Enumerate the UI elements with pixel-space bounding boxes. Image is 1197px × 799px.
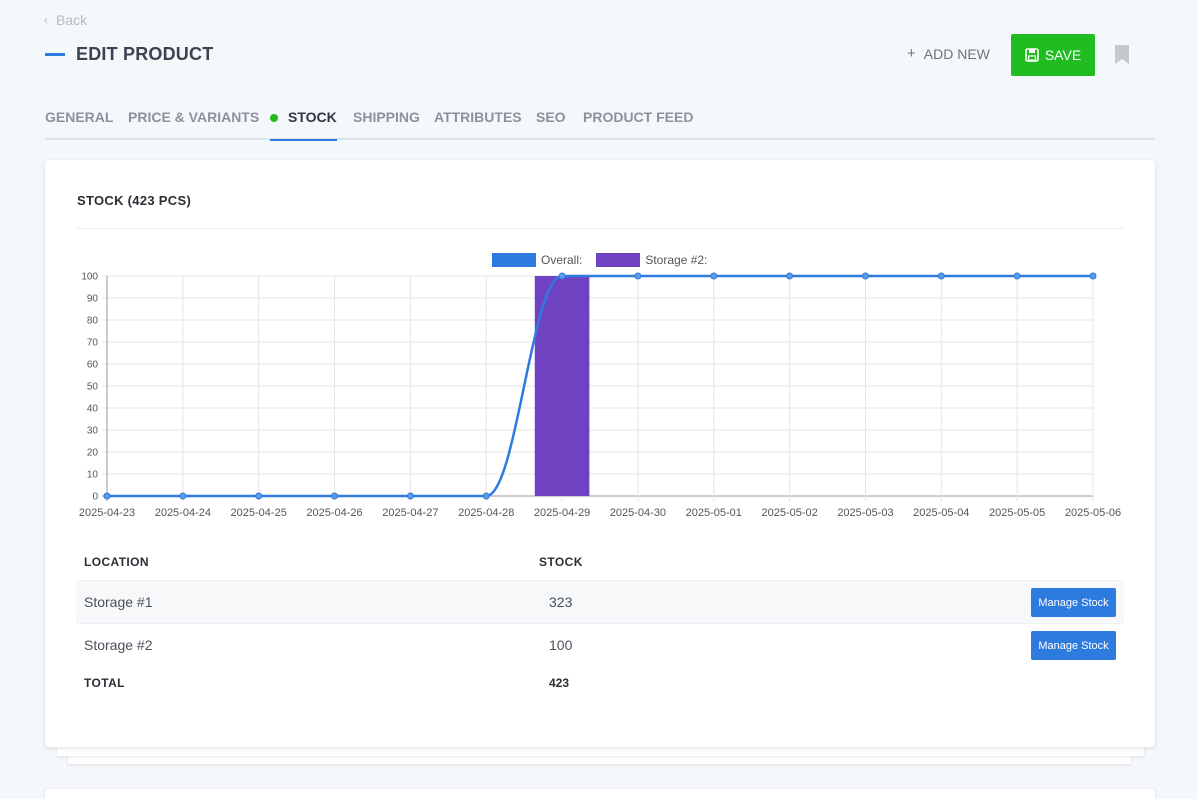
y-tick-label: 10 — [87, 470, 99, 481]
point-overall — [255, 492, 263, 500]
section-divider — [76, 228, 1124, 229]
tab-seo[interactable]: SEO — [536, 109, 566, 125]
line-overall — [107, 274, 1093, 498]
x-tick-label: 2025-05-04 — [913, 507, 969, 519]
tab-bar: GENERAL PRICE & VARIANTS STOCK SHIPPING … — [45, 100, 1155, 141]
x-tick-label: 2025-04-28 — [458, 507, 514, 519]
add-new-label: ADD NEW — [923, 45, 990, 62]
column-header-location: LOCATION — [84, 555, 149, 569]
page-header: EDIT PRODUCT — [45, 44, 213, 65]
page-title: EDIT PRODUCT — [76, 44, 214, 64]
stock-cell: 100 — [549, 637, 573, 653]
title-accent-bar — [45, 53, 65, 56]
y-tick-label: 0 — [92, 492, 98, 503]
back-label: Back — [56, 12, 88, 28]
add-new-button[interactable]: + ADD NEW — [907, 45, 990, 62]
x-tick-label: 2025-04-27 — [382, 507, 438, 519]
point-overall — [482, 492, 490, 500]
x-tick-label: 2025-05-01 — [686, 507, 742, 519]
point-overall — [103, 492, 111, 500]
point-overall — [179, 492, 187, 500]
stock-card: STOCK (423 PCS) Overall: Storage #2: 0 10… — [45, 160, 1155, 747]
x-tick-label: 2025-04-30 — [610, 507, 666, 519]
point-overall — [786, 272, 794, 280]
tab-general[interactable]: GENERAL — [45, 109, 114, 125]
point-overall — [710, 272, 718, 280]
legend-item-storage-2[interactable]: Storage #2: — [596, 253, 707, 267]
y-tick-label: 50 — [87, 382, 99, 393]
y-tick-label: 40 — [87, 404, 99, 415]
save-button[interactable]: SAVE — [1011, 34, 1095, 76]
y-tick-label: 90 — [87, 294, 99, 305]
legend-swatch-storage-2 — [596, 253, 641, 267]
total-value: 423 — [549, 676, 570, 690]
legend-item-overall[interactable]: Overall: — [492, 253, 582, 267]
table-row: Storage #2 100 Manage Stock — [76, 623, 1124, 666]
point-overall — [861, 272, 869, 280]
chart-legend: Overall: Storage #2: — [492, 253, 721, 267]
x-tick-label: 2025-05-02 — [761, 507, 817, 519]
x-tick-label: 2025-04-26 — [306, 507, 362, 519]
stock-section-title: STOCK (423 PCS) — [77, 193, 192, 208]
tab-product-feed[interactable]: PRODUCT FEED — [583, 109, 694, 125]
tab-attributes[interactable]: ATTRIBUTES — [434, 109, 522, 125]
x-tick-label: 2025-04-29 — [534, 507, 590, 519]
tab-stock[interactable]: STOCK — [270, 109, 337, 141]
stock-chart: 0 10 20 30 40 50 60 70 80 90 100 2025-04-23 2025-04-… — [79, 272, 1121, 520]
location-cell: Storage #1 — [84, 594, 153, 610]
y-tick-label: 30 — [87, 426, 99, 437]
point-overall — [634, 272, 642, 280]
active-status-dot — [270, 114, 278, 122]
next-card — [45, 789, 1155, 799]
table-row: Storage #1 323 Manage Stock — [76, 580, 1124, 623]
legend-swatch-overall — [492, 253, 536, 267]
floppy-disk-icon — [1025, 48, 1039, 62]
point-overall — [406, 492, 414, 500]
column-header-stock: STOCK — [539, 555, 583, 569]
y-tick-label: 70 — [87, 338, 99, 349]
legend-label-storage-2: Storage #2: — [645, 253, 708, 267]
x-tick-label: 2025-04-23 — [79, 507, 135, 519]
plus-icon: + — [907, 45, 916, 62]
manage-stock-button[interactable]: Manage Stock — [1031, 631, 1116, 660]
total-label: TOTAL — [84, 676, 125, 690]
save-label: SAVE — [1044, 47, 1082, 63]
point-overall — [331, 492, 339, 500]
back-link[interactable]: ‹ Back — [44, 12, 87, 28]
y-tick-label: 80 — [87, 316, 99, 327]
tab-shipping[interactable]: SHIPPING — [353, 109, 420, 125]
x-tick-label: 2025-05-05 — [989, 507, 1045, 519]
point-overall — [558, 272, 566, 280]
location-cell: Storage #2 — [84, 637, 153, 653]
y-tick-label: 20 — [87, 448, 99, 459]
bookmark-icon[interactable] — [1115, 45, 1129, 64]
point-overall — [1089, 272, 1097, 280]
point-overall — [937, 272, 945, 280]
tab-stock-label: STOCK — [288, 109, 337, 125]
chevron-left-icon: ‹ — [44, 13, 48, 27]
y-tick-label: 100 — [81, 272, 98, 283]
bar-storage-2 — [534, 276, 590, 496]
manage-stock-button[interactable]: Manage Stock — [1031, 588, 1116, 617]
point-overall — [1013, 272, 1021, 280]
x-tick-label: 2025-05-06 — [1065, 507, 1121, 519]
stock-cell: 323 — [549, 594, 573, 610]
x-tick-label: 2025-04-24 — [155, 507, 211, 519]
legend-label-overall: Overall: — [541, 253, 583, 267]
tab-price-variants[interactable]: PRICE & VARIANTS — [128, 109, 260, 125]
x-tick-label: 2025-05-03 — [837, 507, 893, 519]
y-tick-label: 60 — [87, 360, 99, 371]
x-tick-label: 2025-04-25 — [231, 507, 287, 519]
